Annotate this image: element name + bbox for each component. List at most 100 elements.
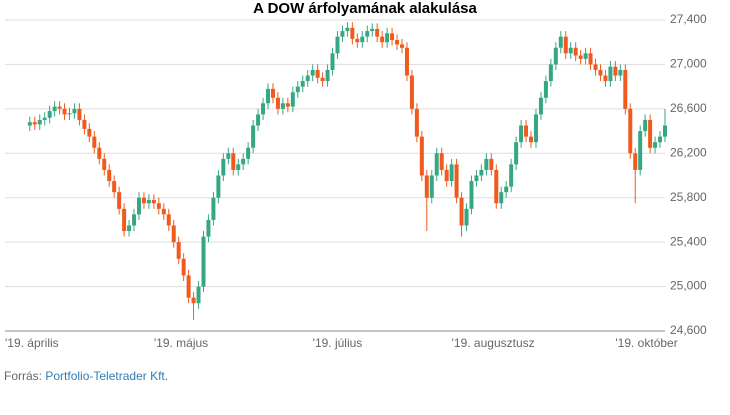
candle-body	[146, 199, 151, 204]
candle-body	[310, 69, 315, 76]
candle-body	[300, 81, 305, 87]
candle-body	[653, 142, 658, 148]
candle-body	[47, 111, 52, 118]
y-tick-label: 27,400	[670, 12, 707, 26]
candle-body	[241, 158, 246, 165]
candle-body	[390, 33, 395, 40]
candle-body	[345, 27, 350, 32]
candle-body	[643, 119, 648, 132]
candle-body	[399, 44, 404, 48]
candle-body	[628, 108, 633, 154]
candle-body	[37, 119, 42, 125]
candle-body	[638, 131, 643, 170]
candle-body	[72, 108, 77, 114]
candle-body	[509, 164, 514, 187]
candle-body	[246, 147, 251, 159]
candle-body	[558, 36, 563, 48]
candle-body	[176, 242, 181, 259]
candle-body	[499, 192, 504, 204]
candle-body	[201, 236, 206, 287]
y-tick-label: 26,200	[670, 145, 707, 159]
candle-body	[563, 36, 568, 54]
candle-body	[171, 225, 176, 243]
candle-body	[623, 69, 628, 109]
candle-body	[370, 28, 375, 32]
candle-body	[77, 108, 82, 120]
candle-body	[350, 27, 355, 39]
candle-body	[469, 181, 474, 209]
candle-body	[608, 66, 613, 82]
candle-body	[385, 33, 390, 43]
candle-body	[360, 36, 365, 43]
candle-body	[295, 86, 300, 93]
candle-body	[444, 169, 449, 182]
candle-body	[231, 153, 236, 170]
candle-body	[275, 97, 280, 109]
candle-body	[380, 36, 385, 43]
candle-body	[256, 114, 261, 126]
candle-body	[538, 97, 543, 115]
y-tick-label: 26,600	[670, 101, 707, 115]
x-tick-label: '19. május	[154, 336, 208, 350]
candle-body	[266, 88, 271, 104]
y-tick-label: 25,000	[670, 279, 707, 293]
candle-body	[504, 186, 509, 193]
candle-body	[251, 125, 256, 148]
candle-body	[236, 164, 241, 170]
candle-body	[583, 53, 588, 59]
candle-body	[553, 47, 558, 65]
candle-body	[543, 81, 548, 98]
candle-body	[340, 31, 345, 37]
candle-body	[330, 53, 335, 70]
source-link[interactable]: Portfolio-Teletrader Kft.	[45, 369, 168, 383]
candle-body	[97, 147, 102, 159]
candle-body	[221, 158, 226, 176]
candle-body	[395, 39, 400, 45]
candle-body	[127, 225, 132, 232]
source-prefix: Forrás:	[4, 369, 42, 383]
candle-body	[439, 153, 444, 170]
candle-body	[87, 128, 92, 137]
candle-body	[92, 136, 97, 148]
candle-body	[196, 286, 201, 304]
candle-body	[593, 64, 598, 70]
candle-body	[112, 181, 117, 193]
candle-body	[449, 164, 454, 182]
candle-body	[479, 169, 484, 176]
x-tick-label: '19. július	[313, 336, 363, 350]
candle-body	[335, 36, 340, 54]
candle-body	[588, 53, 593, 65]
candle-body	[122, 208, 127, 232]
candle-body	[186, 275, 191, 298]
source: Forrás: Portfolio-Teletrader Kft.	[4, 369, 168, 383]
chart-title: A DOW árfolyamának alakulása	[253, 0, 477, 17]
candle-body	[315, 69, 320, 78]
candle-body	[375, 28, 380, 37]
candle-body	[658, 136, 663, 143]
candle-body	[474, 175, 479, 182]
y-tick-label: 25,400	[670, 234, 707, 248]
candle-body	[320, 77, 325, 82]
candle-body	[151, 199, 156, 204]
x-tick-label: '19. október	[615, 336, 677, 350]
candle-body	[325, 69, 330, 82]
candle-body	[524, 125, 529, 137]
candle-body	[141, 197, 146, 204]
candle-body	[117, 192, 122, 209]
candle-body	[663, 125, 667, 137]
candle-body	[52, 106, 57, 112]
candle-body	[494, 169, 499, 204]
candle-body	[57, 106, 62, 109]
candle-body	[519, 125, 524, 143]
candle-body	[568, 47, 573, 54]
candle-body	[648, 119, 653, 148]
x-tick-label: '19. augusztusz	[452, 336, 535, 350]
candle-body	[216, 175, 221, 198]
candle-body	[132, 214, 137, 226]
candle-body	[166, 214, 171, 226]
candle-body	[603, 75, 608, 82]
candle-body	[548, 64, 553, 82]
candle-body	[161, 208, 166, 215]
candle-body	[107, 169, 112, 182]
candle-body	[62, 108, 67, 115]
